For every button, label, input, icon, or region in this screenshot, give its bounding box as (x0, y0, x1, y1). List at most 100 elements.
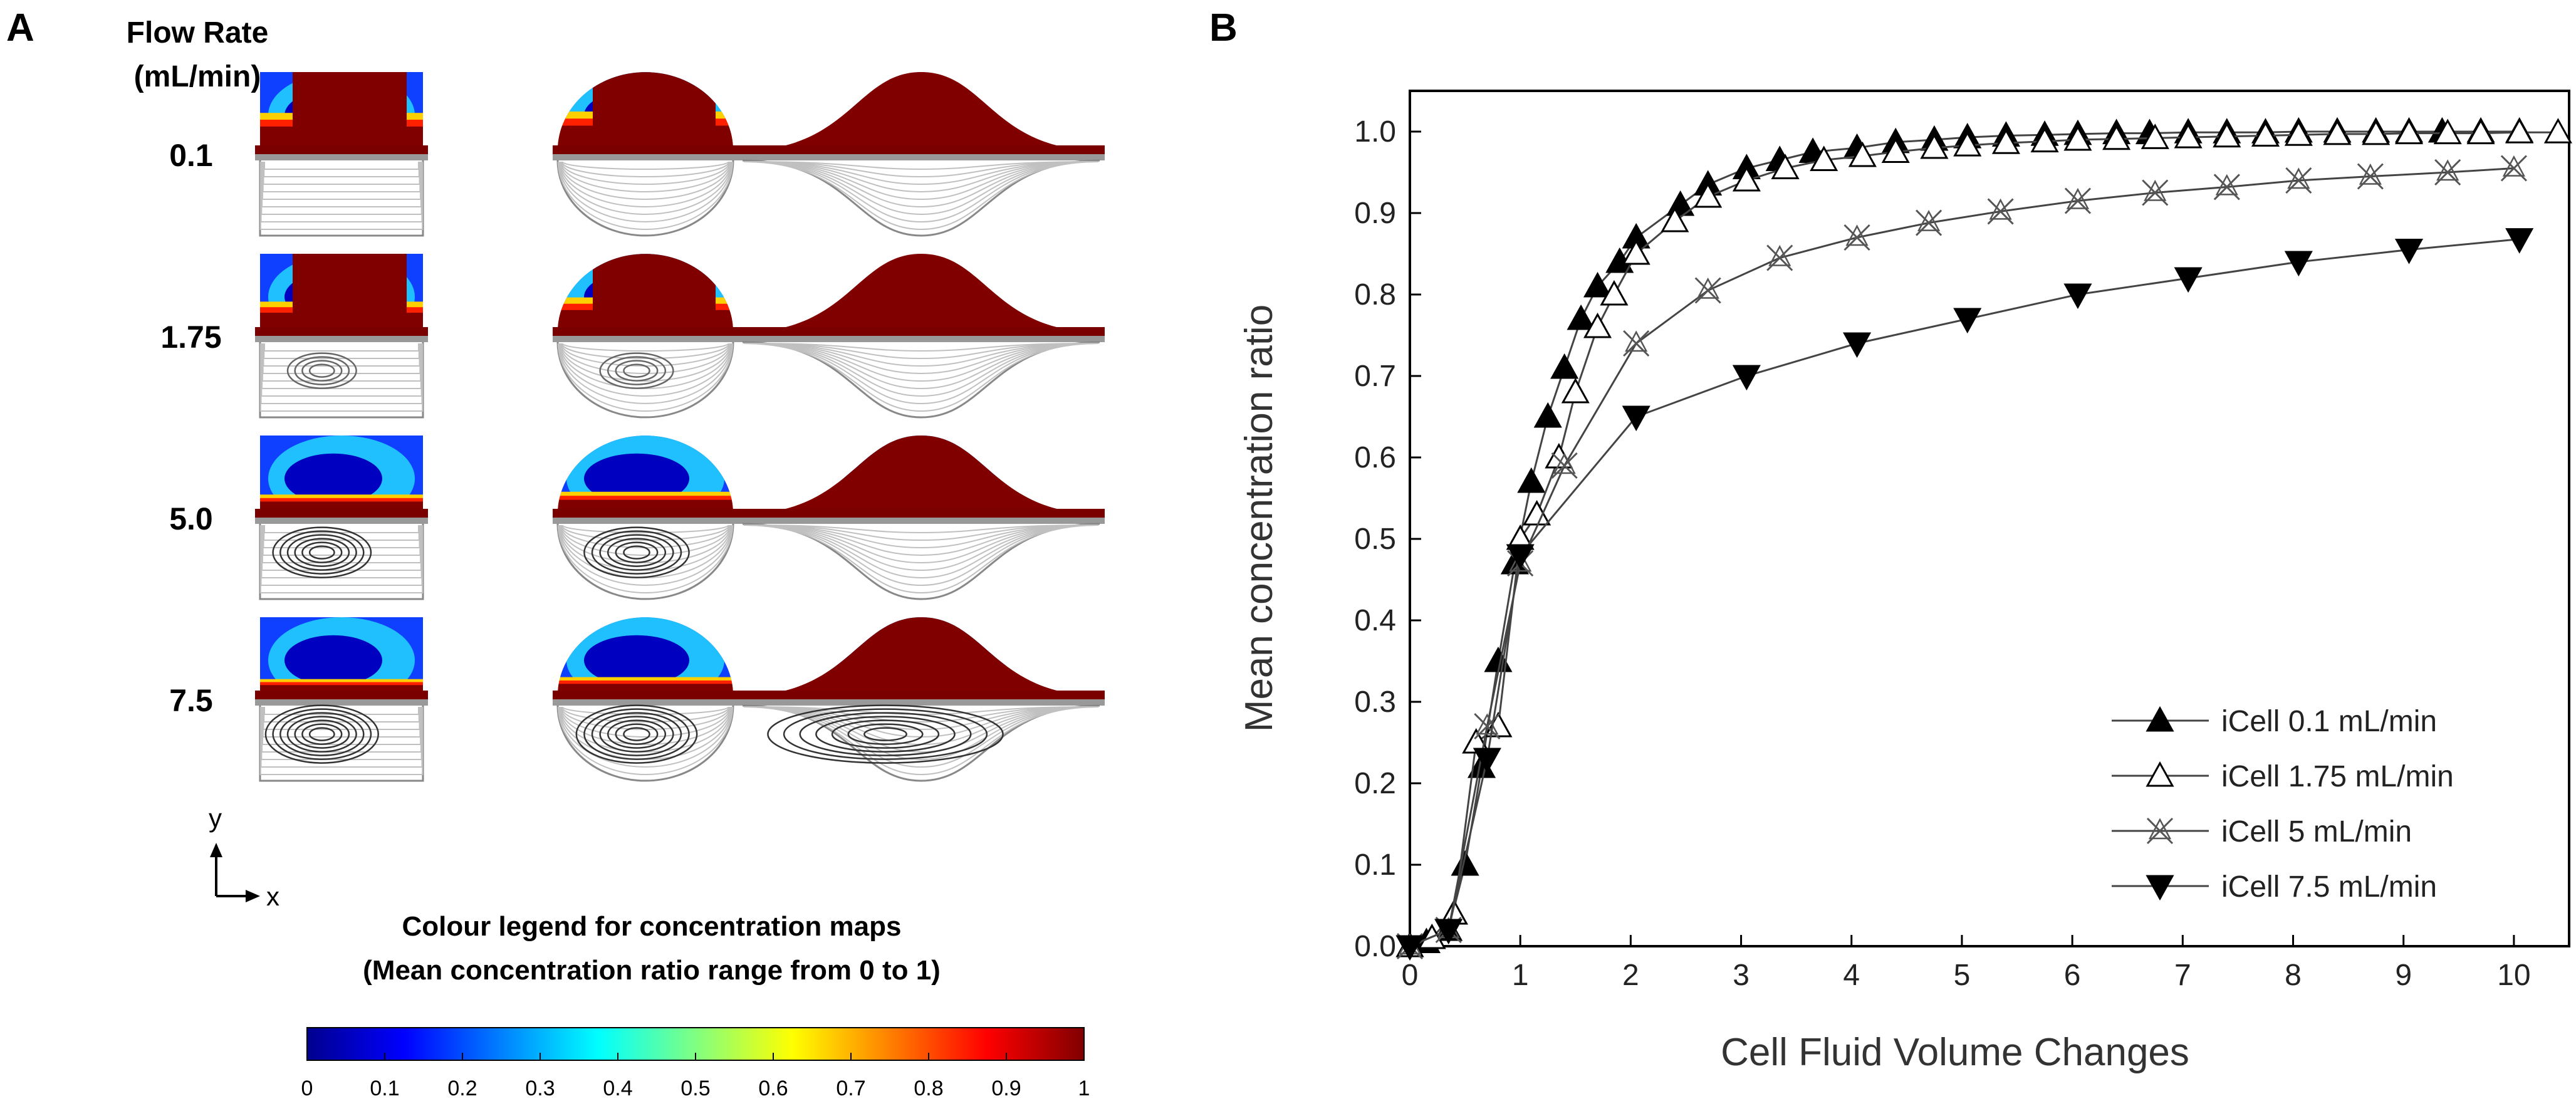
data-point (1666, 190, 1695, 216)
data-point (2466, 117, 2495, 143)
data-point (1484, 646, 1513, 672)
data-point (2064, 187, 2092, 214)
data-point (1622, 222, 1650, 249)
y-tick-label: 0.9 (1354, 197, 1396, 230)
legend-tick-label: 0.3 (525, 1077, 555, 1100)
data-point (2174, 118, 2203, 143)
data-point (1765, 145, 1794, 171)
data-point (1916, 209, 1942, 236)
series-1 (1395, 118, 2572, 957)
y-tick-label: 0.6 (1354, 441, 1396, 474)
concentration-row-3: 7.5 (169, 617, 1105, 782)
legend-title-line2: (Mean concentration ratio range from 0 t… (363, 955, 941, 986)
plot-area-frame (1409, 90, 2570, 947)
x-tick-label: 8 (2285, 959, 2302, 992)
data-point (1517, 467, 1546, 493)
legend-tick-label: 0.4 (603, 1077, 632, 1100)
chamber-dome (553, 72, 738, 237)
data-point (2146, 817, 2174, 845)
data-point (2141, 123, 2169, 149)
data-point (1622, 405, 1650, 432)
legend-tick-label: 0.9 (991, 1077, 1021, 1100)
data-point (1881, 127, 1910, 154)
series-line (1409, 167, 2514, 947)
chamber-rect (255, 436, 428, 600)
data-point (1661, 206, 1689, 232)
x-tick-label: 5 (1954, 959, 1971, 992)
legend-entry: iCell 0.1 mL/min (2112, 705, 2437, 738)
x-tick-label: 0 (1402, 959, 1419, 992)
legend-tick-label: 0.2 (447, 1077, 477, 1100)
data-point (2030, 127, 2059, 153)
legend-tick-label: 0.6 (758, 1077, 788, 1100)
legend-tick-label: 0.5 (681, 1077, 710, 1100)
data-point (1694, 170, 1723, 196)
data-point (1766, 244, 1793, 271)
data-point (2146, 875, 2174, 901)
legend-tick-label: 0 (301, 1077, 313, 1100)
series-line (1409, 131, 2558, 947)
data-point (2102, 124, 2131, 150)
data-point (1561, 377, 1590, 404)
panel-a-concentration-maps: A Flow Rate (mL/min) 0.1 1.75 5.0 7.5 y x C… (6, 6, 1105, 1100)
data-point (1843, 224, 1870, 251)
data-point (2394, 239, 2424, 264)
data-point (1507, 550, 1534, 577)
data-point (1732, 365, 1761, 391)
data-point (2284, 117, 2313, 143)
data-point (2102, 118, 2131, 145)
data-point (1920, 125, 1949, 151)
flow-rate-title-line2: (mL/min) (134, 60, 261, 93)
data-point (1412, 927, 1441, 953)
legend-tick-label: 1 (1078, 1077, 1090, 1100)
data-point (1605, 247, 1634, 273)
x-tick-label: 1 (1512, 959, 1529, 992)
axis-y-label: y (209, 803, 222, 833)
data-point (1551, 452, 1578, 479)
data-point (1600, 279, 1629, 306)
series-0 (1395, 117, 2534, 957)
data-point (1987, 198, 2014, 225)
data-point (1500, 548, 1529, 575)
data-point (2285, 167, 2312, 194)
data-point (1920, 133, 1949, 159)
data-point (1583, 271, 1612, 298)
data-point (2434, 159, 2461, 186)
y-tick-label: 0.2 (1354, 767, 1396, 800)
chamber-rect (255, 72, 428, 237)
data-point (2213, 122, 2241, 148)
chamber-bell (738, 254, 1105, 419)
data-point (2362, 119, 2391, 145)
data-point (1881, 137, 1910, 163)
data-point (1953, 123, 1982, 149)
data-point (1622, 239, 1650, 265)
legend-label: iCell 7.5 mL/min (2221, 870, 2437, 904)
data-point (1395, 931, 1424, 957)
y-axis-label: Mean concentration ratio (1238, 305, 1281, 732)
data-point (2284, 120, 2313, 146)
data-point (1396, 932, 1424, 960)
data-point (1583, 312, 1612, 338)
data-point (2357, 163, 2384, 190)
data-point (2362, 117, 2391, 143)
y-tick-label: 0.4 (1354, 604, 1396, 637)
y-tick-label: 0.0 (1354, 930, 1396, 963)
data-point (2251, 121, 2280, 147)
x-axis-label: Cell Fluid Volume Changes (1721, 1031, 2189, 1074)
data-point (1484, 711, 1513, 738)
legend-tick-label: 0.1 (370, 1077, 399, 1100)
x-tick-label: 2 (1622, 959, 1639, 992)
data-series (1395, 117, 2572, 961)
flow-rate-label: 5.0 (169, 501, 213, 536)
data-point (1506, 544, 1535, 570)
data-point (2505, 117, 2534, 143)
flow-rate-label: 0.1 (169, 138, 213, 173)
chart-legend: iCell 0.1 mL/min iCell 1.75 mL/min iCell 5… (2112, 705, 2454, 904)
data-point (1435, 916, 1462, 944)
data-point (1567, 304, 1595, 330)
x-tick-label: 9 (2395, 959, 2412, 992)
concentration-row-2: 5.0 (169, 436, 1105, 600)
y-tick-label: 0.8 (1354, 278, 1396, 311)
data-point (1732, 165, 1761, 192)
chamber-rect (255, 617, 428, 782)
